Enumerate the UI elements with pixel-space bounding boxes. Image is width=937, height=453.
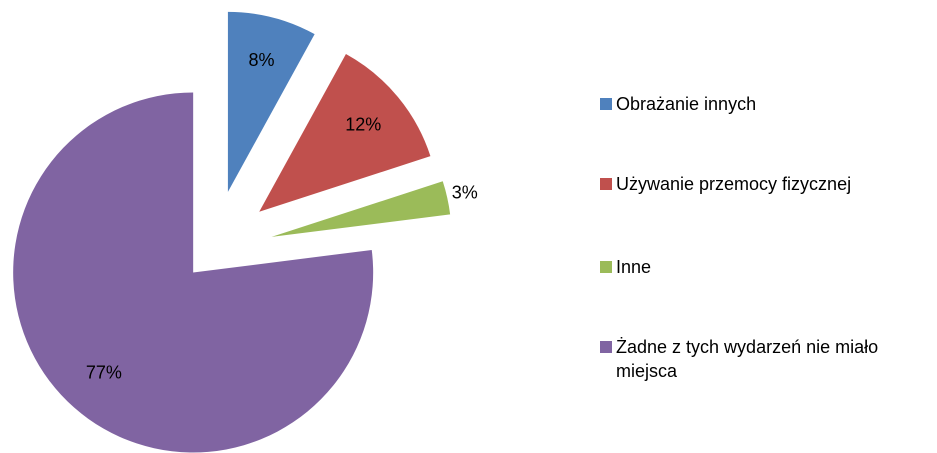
legend-swatch xyxy=(600,261,612,273)
legend-swatch xyxy=(600,98,612,110)
slice xyxy=(271,181,451,237)
legend-label: Obrażanie innych xyxy=(616,94,757,114)
legend-label: Używanie przemocy fizycznej xyxy=(616,174,852,194)
data-label: 12% xyxy=(345,114,381,134)
legend-item: Żadne z tych wydarzeń nie miało miejsca xyxy=(600,335,930,383)
legend-label: Żadne z tych wydarzeń nie miało miejsca xyxy=(616,337,879,381)
legend-swatch xyxy=(600,341,612,353)
legend-swatch xyxy=(600,178,612,190)
data-label: 8% xyxy=(248,50,274,70)
pie: 8% 12% 3% 77% xyxy=(13,11,478,453)
data-label: 77% xyxy=(86,363,122,383)
data-label: 3% xyxy=(452,182,478,202)
legend-label: Inne xyxy=(616,257,652,277)
slice xyxy=(259,54,431,212)
legend-item: Inne xyxy=(600,255,930,279)
slice xyxy=(227,11,315,192)
legend-item: Używanie przemocy fizycznej xyxy=(600,172,930,196)
legend-item: Obrażanie innych xyxy=(600,92,930,116)
slice xyxy=(13,92,374,453)
